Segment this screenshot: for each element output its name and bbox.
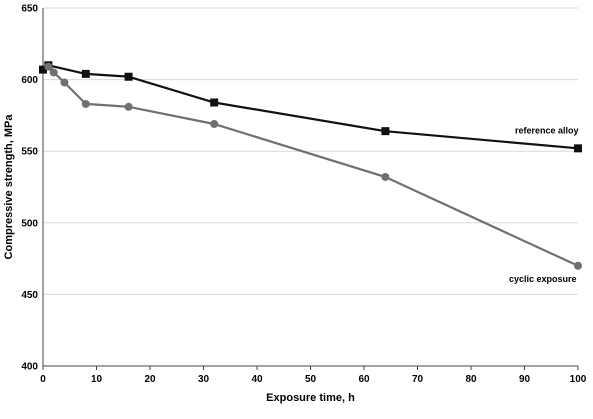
x-tick-label: 80: [465, 374, 477, 385]
x-tick-label: 70: [412, 374, 424, 385]
series-label-reference-alloy: reference alloy: [515, 125, 579, 135]
y-tick-label: 650: [21, 4, 38, 15]
data-point-cyclic-exposure: [124, 102, 133, 111]
data-point-cyclic-exposure: [44, 62, 53, 71]
series-line-cyclic-exposure: [47, 65, 579, 267]
data-point-cyclic-exposure: [210, 119, 219, 128]
y-tick-label: 600: [21, 75, 38, 86]
x-tick-label: 60: [358, 374, 370, 385]
data-point-cyclic-exposure: [81, 99, 90, 108]
data-point-reference-alloy: [574, 144, 582, 153]
data-point-reference-alloy: [39, 65, 47, 74]
y-tick-label: 550: [21, 147, 38, 158]
y-tick-label: 400: [21, 362, 38, 373]
data-point-reference-alloy: [124, 72, 133, 81]
y-axis-title: Compressive strength, MPa: [3, 114, 15, 260]
y-tick-label: 500: [21, 218, 38, 229]
x-tick-label: 30: [198, 374, 210, 385]
data-point-reference-alloy: [210, 98, 219, 107]
x-tick-label: 40: [251, 374, 263, 385]
x-tick-label: 90: [519, 374, 531, 385]
y-tick-label: 450: [21, 290, 38, 301]
axes: 400 450 500 550 600 650 0 10 20 30 40 50 60 70 80 90 100: [21, 4, 586, 386]
data-point-cyclic-exposure: [381, 172, 390, 181]
x-tick-label: 0: [40, 374, 46, 385]
series-lines: [42, 64, 579, 267]
series-markers: [39, 61, 582, 270]
data-point-cyclic-exposure: [574, 261, 582, 270]
series-label-cyclic-exposure: cyclic exposure: [509, 274, 577, 284]
data-point-cyclic-exposure: [60, 78, 69, 87]
x-tick-label: 20: [144, 374, 156, 385]
x-axis-title: Exposure time, h: [266, 392, 355, 404]
data-point-cyclic-exposure: [49, 68, 58, 77]
labels: Exposure time, h Compressive strength, M…: [3, 114, 579, 404]
x-tick-label: 10: [91, 374, 103, 385]
data-point-reference-alloy: [381, 127, 390, 136]
x-tick-label: 50: [305, 374, 317, 385]
data-point-reference-alloy: [81, 69, 90, 78]
gridlines: [43, 7, 578, 295]
x-tick-label: 100: [570, 374, 587, 385]
